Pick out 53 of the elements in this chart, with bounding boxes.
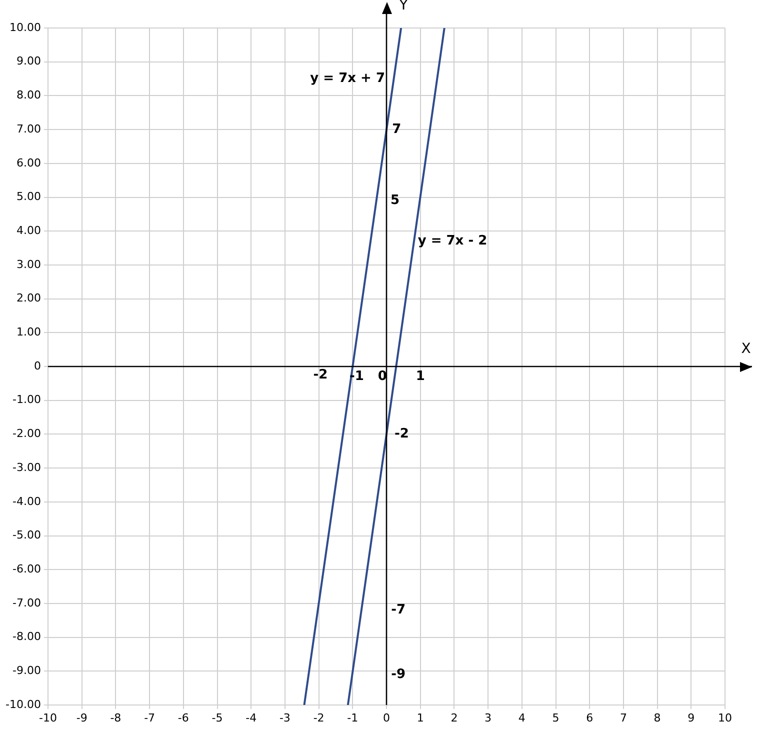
y-tick-label: -5.00 — [12, 528, 41, 542]
x-axis-title: X — [741, 341, 752, 358]
y-tick-label: 1.00 — [16, 326, 41, 339]
annotation: 1 — [416, 369, 425, 384]
x-tick-label: 2 — [450, 711, 458, 724]
annotation: 7 — [392, 122, 402, 137]
y-tick-label: -9.00 — [12, 664, 41, 678]
annotation: 0 — [378, 369, 387, 384]
y-tick-label: -6.00 — [12, 562, 41, 576]
y-tick-label: -1.00 — [12, 393, 41, 406]
annotation: y = 7x + 7 — [310, 71, 385, 86]
x-tick-label: 5 — [552, 711, 560, 724]
y-tick-label: -7.00 — [12, 596, 41, 610]
y-tick-label: 8.00 — [16, 88, 41, 102]
x-tick-label: -8 — [110, 711, 122, 724]
x-tick-label: 8 — [654, 711, 661, 724]
annotation: -9 — [391, 666, 406, 682]
x-tick-label: -7 — [144, 711, 156, 724]
x-tick-label: -5 — [212, 711, 223, 724]
x-tick-label: -10 — [39, 711, 57, 724]
x-tick-label: 10 — [718, 711, 732, 724]
y-tick-label: -10.00 — [6, 698, 41, 711]
x-tick-label: -2 — [313, 711, 324, 724]
y-tick-label: -3.00 — [12, 460, 41, 474]
x-tick-label: -1 — [347, 711, 358, 724]
x-tick-label: 9 — [688, 711, 695, 724]
y-tick-label: 4.00 — [16, 224, 41, 237]
y-tick-label: 5.00 — [16, 190, 41, 204]
x-tick-label: 7 — [620, 711, 627, 724]
x-tick-label: 0 — [383, 711, 390, 724]
annotation: -7 — [391, 602, 406, 618]
x-tick-label: 6 — [586, 711, 594, 724]
y-tick-label: 2.00 — [16, 292, 41, 305]
x-tick-label: -6 — [178, 711, 189, 724]
y-tick-label: 3.00 — [16, 258, 41, 271]
x-tick-label: 1 — [416, 711, 424, 724]
annotation: y = 7x - 2 — [418, 234, 488, 249]
x-tick-label: -4 — [246, 711, 257, 724]
y-tick-label: -2.00 — [12, 427, 41, 440]
y-tick-label: -4.00 — [12, 494, 41, 508]
y-tick-label: 9.00 — [16, 54, 41, 68]
x-tick-label: 3 — [484, 711, 492, 724]
y-tick-label: 10.00 — [10, 20, 41, 34]
x-tick-label: -3 — [279, 711, 290, 724]
y-tick-label: -8.00 — [12, 630, 41, 644]
annotation: -2 — [313, 367, 328, 382]
annotation: -2 — [394, 426, 409, 442]
y-tick-label: 0 — [34, 359, 41, 372]
x-tick-label: 4 — [518, 711, 526, 724]
annotation: 5 — [390, 193, 400, 208]
x-tick-label: -9 — [76, 711, 88, 724]
y-tick-label: 6.00 — [16, 156, 41, 170]
y-tick-label: 7.00 — [16, 122, 41, 136]
